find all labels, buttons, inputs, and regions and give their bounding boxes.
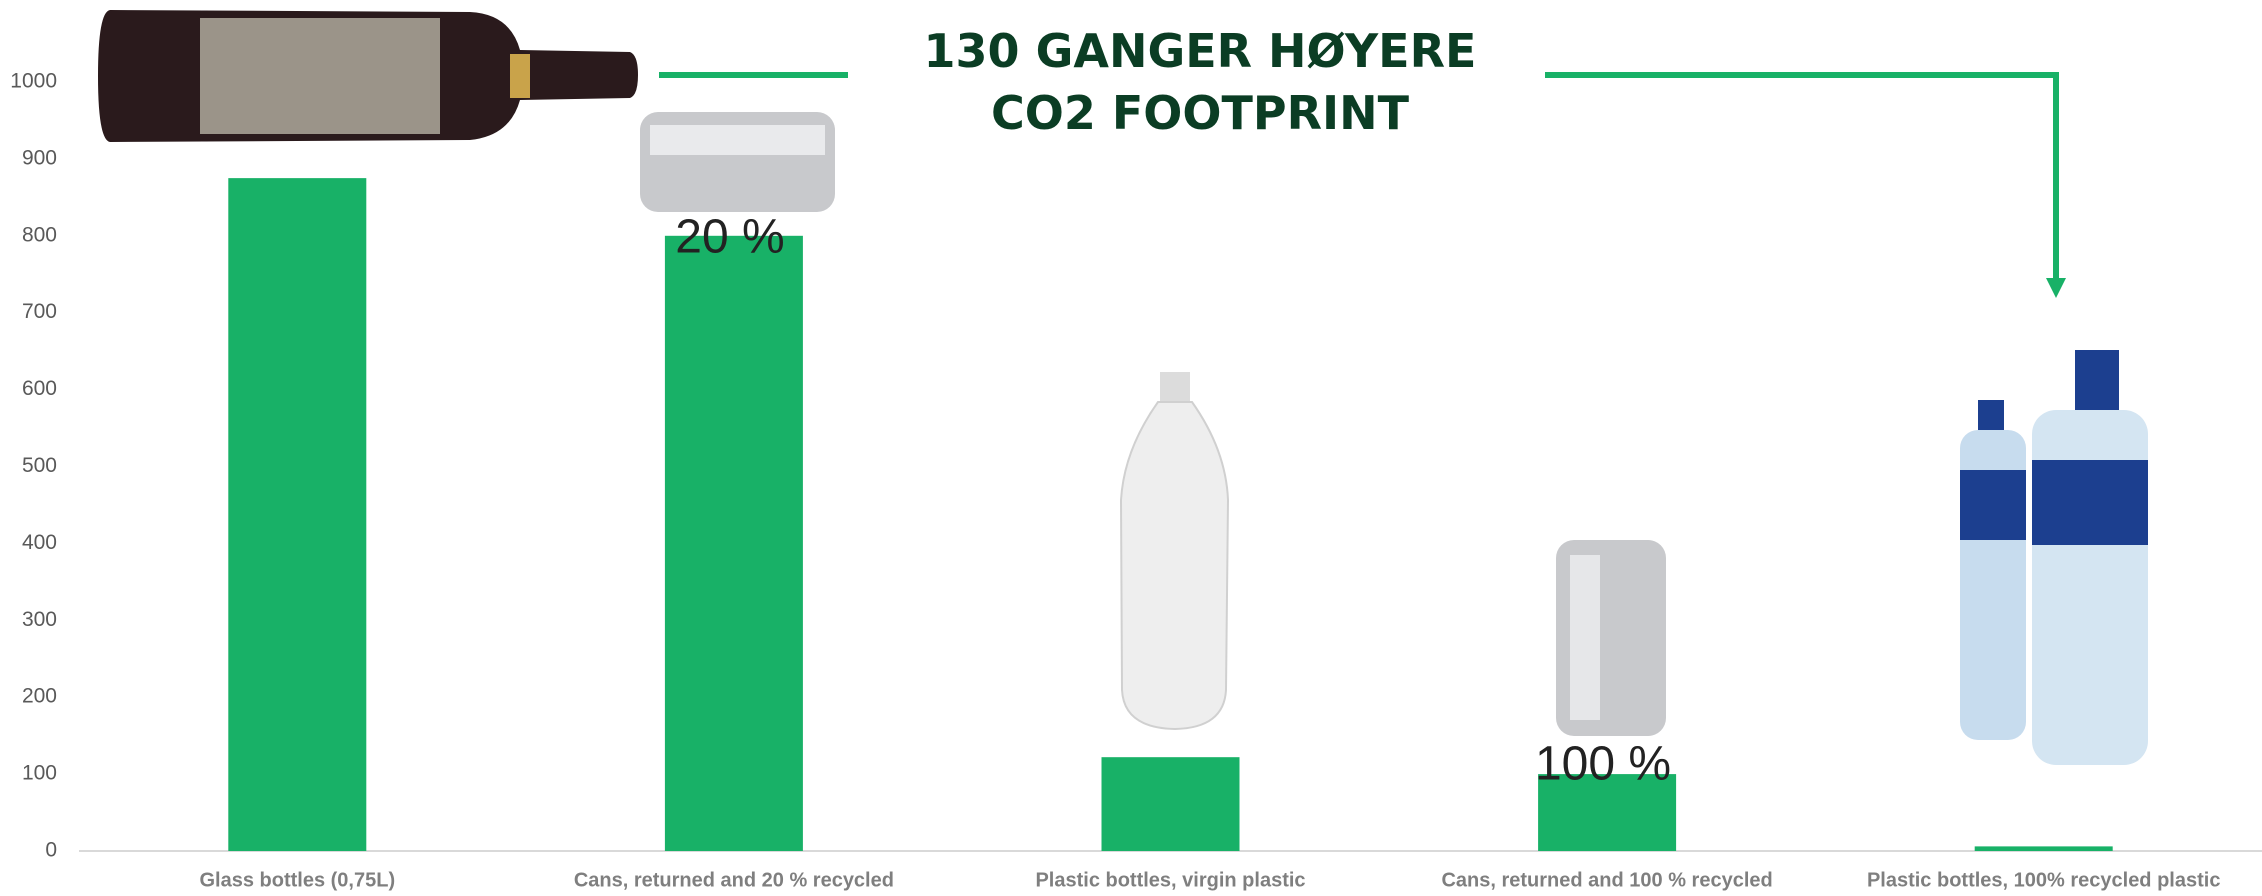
y-tick-label: 600 <box>22 377 57 400</box>
y-tick-label: 400 <box>22 531 57 554</box>
annotation: 20 % <box>675 211 784 264</box>
y-tick-label: 800 <box>22 223 57 246</box>
x-tick-label: Plastic bottles, virgin plastic <box>1035 869 1305 891</box>
y-tick-label: 500 <box>22 454 57 477</box>
y-tick-label: 900 <box>22 146 57 169</box>
annotation: 100 % <box>1535 738 1671 791</box>
arrow <box>659 72 2059 280</box>
arrowhead <box>2046 278 2066 298</box>
x-tick-label: Cans, returned and 20 % recycled <box>574 869 894 891</box>
bar <box>228 178 367 851</box>
chart-title: 130 GANGER HØYERE CO2 FOOTPRINT <box>923 24 1477 140</box>
y-tick-label: 1000 <box>10 70 57 93</box>
bar <box>1538 774 1677 851</box>
plastic-bottle <box>1119 372 1230 731</box>
y-tick-label: 700 <box>22 300 57 323</box>
y-tick-label: 0 <box>45 839 57 862</box>
bar <box>1101 757 1240 851</box>
x-tick-label: Cans, returned and 100 % recycled <box>1441 869 1772 891</box>
y-tick-label: 300 <box>22 608 57 631</box>
can <box>640 112 835 212</box>
y-tick-label: 200 <box>22 685 57 708</box>
can <box>1556 540 1666 736</box>
y-tick-label: 100 <box>22 762 57 785</box>
water-bottles <box>1960 350 2148 765</box>
wine-bottle <box>98 10 638 142</box>
x-tick-label: Plastic bottles, 100% recycled plastic <box>1867 869 2221 891</box>
x-tick-label: Glass bottles (0,75L) <box>199 869 395 891</box>
bar <box>1974 846 2113 851</box>
bar <box>664 235 803 852</box>
